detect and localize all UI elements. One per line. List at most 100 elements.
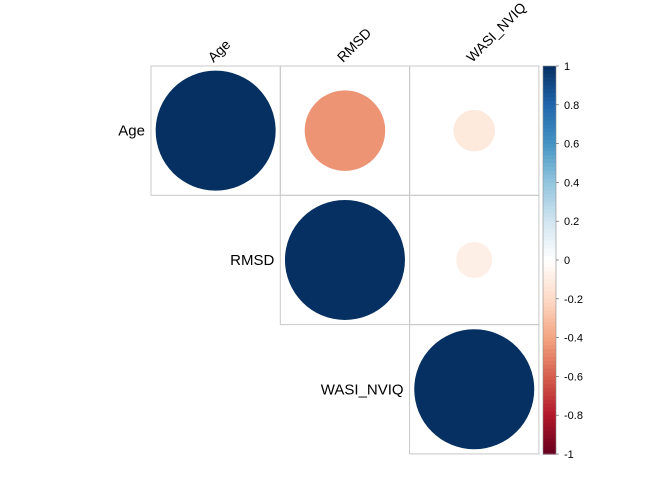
colorbar-segment — [543, 391, 556, 397]
colorbar-tick-label: 0.2 — [564, 216, 579, 228]
colorbar-segment — [543, 77, 556, 83]
corr-circle-rmsd-rmsd — [284, 199, 405, 320]
colorbar-segment — [543, 260, 556, 265]
grid-cell-2-2 — [409, 324, 540, 455]
colorbar-segment — [543, 411, 556, 416]
colorbar-segment — [543, 232, 556, 238]
colorbar-segment — [543, 104, 556, 110]
colorbar-segment — [543, 93, 556, 98]
colorbar-segment — [543, 263, 556, 269]
colorbar-segment — [543, 318, 556, 323]
colorbar-segment — [543, 213, 556, 218]
colorbar-segment — [543, 302, 556, 308]
colorbar-segment — [543, 178, 556, 183]
colorbar-segment — [543, 143, 556, 149]
row-label-rmsd: RMSD — [230, 252, 274, 269]
colorbar-tick-label: -0.2 — [564, 294, 583, 306]
row-label-wasi_nviq: WASI_NVIQ — [321, 381, 404, 398]
colorbar-segment — [543, 209, 556, 215]
corr-circle-wasi_nviq-wasi_nviq — [414, 329, 535, 450]
colorbar-segment — [543, 275, 556, 280]
colorbar-segment — [543, 182, 556, 187]
colorbar-segment — [543, 174, 556, 180]
colorbar-segment — [543, 120, 556, 125]
colorbar-segment — [543, 341, 556, 346]
colorbar-segment — [543, 217, 556, 222]
colorbar-segment — [543, 434, 556, 440]
colorbar-segment — [543, 225, 556, 230]
colorbar-tick-label: -0.8 — [564, 410, 583, 422]
colorbar-segment — [543, 380, 556, 385]
corr-circle-age-age — [155, 70, 276, 191]
colorbar-segment — [543, 194, 556, 199]
colorbar-segment — [543, 89, 556, 94]
row-label-age: Age — [118, 123, 145, 140]
cell-grid — [150, 65, 540, 455]
colorbar-segment — [543, 298, 556, 304]
colorbar-segment — [543, 201, 556, 207]
corr-circle-age-rmsd — [304, 90, 386, 171]
colorbar-segment — [543, 186, 556, 191]
colorbar-segment — [543, 139, 556, 145]
colorbar-segment — [543, 372, 556, 377]
colorbar-segment — [543, 240, 556, 246]
colorbar-segment — [543, 108, 556, 114]
colorbar-segment — [543, 415, 556, 420]
colorbar-segment — [543, 357, 556, 362]
colorbar-segment — [543, 267, 556, 273]
colorbar-segment — [543, 438, 556, 443]
colorbar-segment — [543, 403, 556, 409]
colorbar-segment — [543, 131, 556, 137]
colorbar-segment — [543, 306, 556, 312]
colorbar-segment — [543, 69, 556, 75]
colorbar-segment — [543, 287, 556, 292]
colorbar-segment — [543, 310, 556, 315]
colorbar-segment — [543, 337, 556, 343]
colorbar: 1 0.8 0.6 0.4 0.2 0 -0.2 -0.4 -0.6 -0.8 -1 — [542, 61, 583, 461]
colorbar-segment — [543, 155, 556, 160]
colorbar-tick-label: 0.8 — [564, 100, 579, 112]
colorbar-segment — [543, 128, 556, 133]
colorbar-segment — [543, 314, 556, 319]
colorbar-segment — [543, 147, 556, 152]
colorbar-segment — [543, 446, 556, 451]
col-label-wasi_nviq: WASI_NVIQ — [463, 0, 529, 65]
colorbar-segment — [543, 228, 556, 234]
colorbar-segment — [543, 166, 556, 172]
colorbar-segment — [543, 170, 556, 176]
colorbar-tick-label: -1 — [564, 449, 574, 461]
colorbar-segment — [543, 244, 556, 249]
colorbar-segment — [543, 407, 556, 412]
colorbar-tick-label: 0.6 — [564, 139, 579, 151]
correlation-circles — [155, 70, 535, 450]
colorbar-tick-label: -0.6 — [564, 371, 583, 383]
colorbar-segment — [543, 322, 556, 327]
colorbar-segment — [543, 388, 556, 393]
colorbar-segment — [543, 283, 556, 288]
colorbar-segment — [543, 329, 556, 335]
colorbar-segment — [543, 112, 556, 118]
colorbar-segment — [543, 256, 556, 261]
colorbar-segment — [543, 426, 556, 432]
colorbar-segment — [543, 360, 556, 366]
column-labels: Age RMSD WASI_NVIQ — [204, 0, 529, 65]
colorbar-segment — [543, 349, 556, 354]
colorbar-segment — [543, 430, 556, 436]
colorbar-segment — [543, 384, 556, 389]
colorbar-segment — [543, 442, 556, 447]
colorbar-segment — [543, 66, 556, 71]
colorbar-segment — [543, 271, 556, 277]
colorbar-segment — [543, 399, 556, 405]
colorbar-segment — [543, 159, 556, 164]
colorbar-segment — [543, 364, 556, 370]
colorbar-segment — [543, 248, 556, 253]
col-label-age: Age — [204, 36, 233, 65]
colorbar-segment — [543, 197, 556, 203]
colorbar-tick-label: 1 — [564, 61, 570, 73]
colorbar-segment — [543, 190, 556, 195]
colorbar-segment — [543, 422, 556, 428]
colorbar-segment — [543, 163, 556, 168]
colorbar-segment — [543, 135, 556, 141]
colorbar-segment — [543, 85, 556, 90]
